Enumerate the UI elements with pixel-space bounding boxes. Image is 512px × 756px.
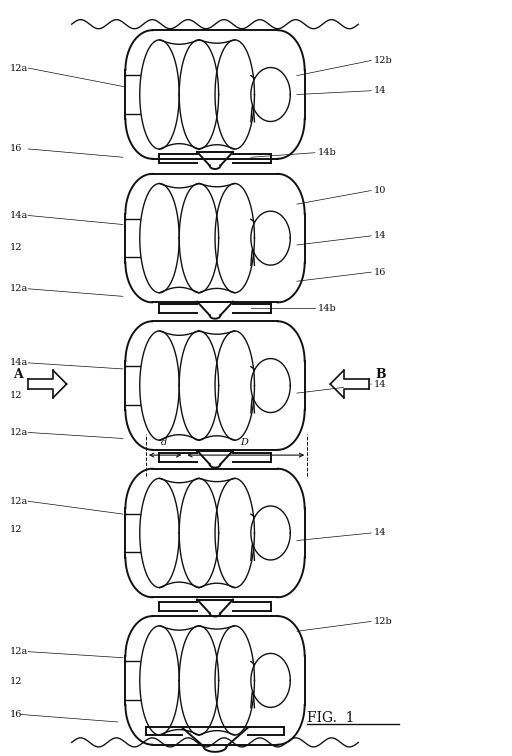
- Text: FIG.  1: FIG. 1: [307, 711, 355, 725]
- Text: B: B: [375, 367, 386, 381]
- Text: 14b: 14b: [317, 304, 336, 313]
- Text: d: d: [161, 438, 167, 448]
- Text: 16: 16: [10, 144, 23, 153]
- Text: 14a: 14a: [10, 358, 29, 367]
- Text: 14b: 14b: [317, 148, 336, 157]
- Text: 10: 10: [374, 186, 386, 195]
- Text: 16: 16: [10, 710, 23, 719]
- Text: A: A: [13, 367, 23, 381]
- Text: 12: 12: [10, 243, 23, 252]
- Text: 14: 14: [374, 86, 386, 95]
- Text: 12a: 12a: [10, 428, 29, 437]
- Text: 14: 14: [374, 380, 386, 389]
- Text: 12b: 12b: [374, 617, 393, 626]
- Text: 12a: 12a: [10, 64, 29, 73]
- Text: 12: 12: [10, 677, 23, 686]
- Text: 12b: 12b: [374, 56, 393, 65]
- Text: 12: 12: [10, 391, 23, 400]
- Text: 12a: 12a: [10, 284, 29, 293]
- Text: 12: 12: [10, 525, 23, 534]
- Text: 16: 16: [374, 268, 386, 277]
- Text: 12a: 12a: [10, 497, 29, 506]
- Text: 12a: 12a: [10, 647, 29, 656]
- Text: 14a: 14a: [10, 211, 29, 220]
- Text: 14: 14: [374, 231, 386, 240]
- Text: 14: 14: [374, 528, 386, 538]
- Text: D: D: [241, 438, 248, 448]
